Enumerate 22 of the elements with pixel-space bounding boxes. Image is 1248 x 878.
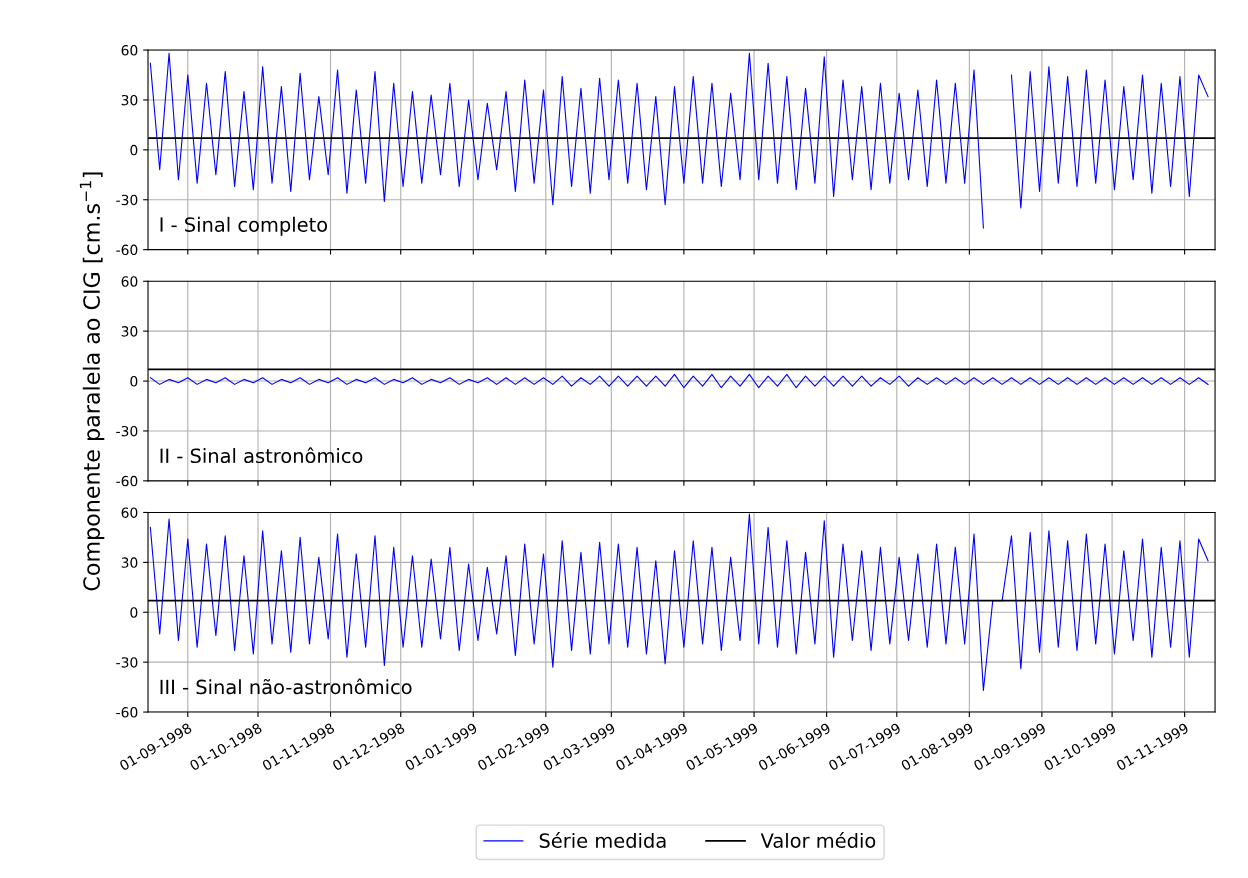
y-axis-title: Componente paralela ao CIG [cm.s$^{−1}$] bbox=[79, 172, 105, 591]
annotation: II - Sinal astronômico bbox=[160, 447, 363, 464]
y-tick-label: 0 bbox=[130, 607, 138, 618]
y-tick-label: 30 bbox=[121, 94, 138, 106]
y-tick-label: 30 bbox=[121, 557, 138, 568]
y-tick-label: 0 bbox=[130, 144, 138, 156]
y-tick-label: -60 bbox=[116, 707, 138, 718]
y-tick-label: -30 bbox=[116, 657, 138, 668]
y-tick-label: 30 bbox=[121, 326, 138, 337]
y-tick-label: -30 bbox=[116, 425, 138, 437]
y-tick-label: 0 bbox=[130, 376, 138, 387]
line-series bbox=[149, 373, 1209, 389]
legend-label: Valor médio bbox=[760, 832, 876, 848]
annotation: I - Sinal completo bbox=[160, 216, 328, 236]
y-tick-label: -60 bbox=[116, 244, 138, 256]
y-tick-label: 60 bbox=[121, 45, 138, 56]
y-tick-label: -60 bbox=[116, 475, 138, 487]
y-tick-label: 60 bbox=[121, 276, 138, 287]
y-tick-label: 60 bbox=[121, 507, 138, 518]
legend-label: Série medida bbox=[539, 832, 666, 848]
annotation: III - Sinal não-astronômico bbox=[160, 678, 412, 695]
y-tick-label: -30 bbox=[116, 194, 138, 206]
